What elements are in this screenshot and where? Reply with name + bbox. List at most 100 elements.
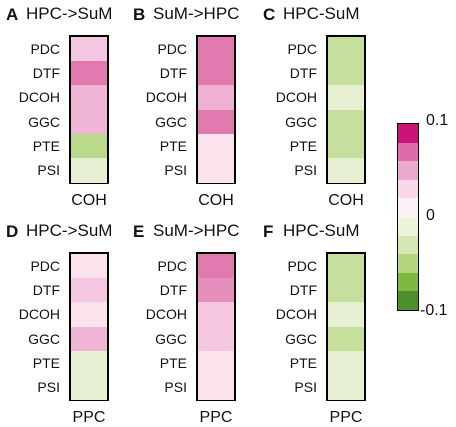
row-label: GGC — [28, 113, 60, 130]
heatmap-cell — [328, 326, 364, 352]
heatmap-cell — [198, 158, 234, 183]
heatmap-strip — [326, 35, 366, 184]
heatmap-cell — [71, 37, 107, 62]
panel-c: C HPC-SuM PDC DTF DCOH GGC PTE PSI COH — [263, 4, 393, 209]
row-label: PTE — [159, 354, 187, 371]
heatmap-cell — [71, 302, 107, 328]
row-label: DTF — [289, 65, 317, 82]
heatmap-cell — [71, 61, 107, 86]
panel-title: HPC->SuM — [26, 4, 113, 23]
row-label: DCOH — [18, 306, 60, 323]
panel-title: HPC->SuM — [26, 221, 113, 240]
heatmap-cell — [328, 158, 364, 183]
panel-f: F HPC-SuM PDC DTF DCOH GGC PTE PSI PPC — [263, 221, 393, 426]
colorbar-segment — [398, 161, 418, 181]
colorbar-segment — [398, 217, 418, 236]
heatmap-cell — [71, 326, 107, 352]
heatmap-cell — [328, 85, 364, 111]
panel-d: D HPC->SuM PDC DTF DCOH GGC PTE PSI PPC — [6, 221, 136, 426]
row-label: GGC — [28, 330, 60, 347]
panel-title: HPC-SuM — [283, 4, 360, 23]
row-label: PTE — [159, 137, 187, 154]
colorbar-segment — [398, 254, 418, 274]
row-label: PSI — [164, 379, 187, 395]
panel-letter: F — [263, 222, 274, 241]
panel-title: SuM->HPC — [153, 221, 240, 240]
row-label: PSI — [37, 379, 60, 395]
heatmap-cell — [71, 109, 107, 135]
row-label: DTF — [32, 65, 60, 82]
row-label: GGC — [285, 113, 317, 130]
heatmap-cell — [71, 85, 107, 111]
colorbar-tick-min: -0.1 — [420, 302, 448, 319]
row-label: DCOH — [275, 306, 317, 323]
panel-b: B SuM->HPC PDC DTF DCOH GGC PTE PSI COH — [133, 4, 263, 209]
heatmap-cell — [328, 133, 364, 159]
panel-letter: C — [263, 5, 276, 24]
colorbar-segment — [398, 291, 418, 311]
heatmap-cell — [198, 254, 234, 279]
heatmap-cell — [328, 37, 364, 62]
heatmap-cell — [328, 109, 364, 135]
panel-x-label: COH — [328, 192, 364, 209]
row-label: PSI — [294, 379, 317, 395]
heatmap-cell — [198, 85, 234, 111]
heatmap-strip — [196, 35, 236, 184]
panel-letter: D — [6, 222, 19, 241]
panel-x-label: COH — [71, 192, 107, 209]
row-label: DTF — [159, 65, 187, 82]
row-label: PDC — [157, 41, 187, 57]
heatmap-cell — [198, 133, 234, 159]
colorbar-segment — [398, 198, 418, 218]
row-label: PTE — [289, 354, 317, 371]
panel-letter: B — [133, 5, 146, 24]
panel-x-label: PPC — [199, 409, 233, 426]
heatmap-cell — [328, 61, 364, 86]
heatmap-cell — [198, 109, 234, 135]
colorbar-segment — [398, 142, 418, 162]
row-label: DCOH — [145, 306, 187, 323]
heatmap-strip — [196, 252, 236, 401]
row-label: PSI — [164, 162, 187, 178]
row-label: PDC — [30, 41, 60, 57]
heatmap-cell — [328, 302, 364, 328]
colorbar-tick-max: 0.1 — [426, 112, 449, 129]
panel-letter: A — [6, 5, 19, 24]
heatmap-strip — [69, 252, 109, 401]
row-label: GGC — [285, 330, 317, 347]
colorbar-segment — [398, 124, 418, 143]
panel-letter: E — [133, 222, 145, 241]
row-label: DTF — [32, 282, 60, 299]
panel-a: A HPC->SuM PDC DTF DCOH GGC PTE PSI COH — [6, 4, 136, 209]
colorbar-segment — [398, 235, 418, 255]
colorbar — [397, 123, 419, 311]
panel-title: HPC-SuM — [283, 221, 360, 240]
row-label: PTE — [32, 354, 60, 371]
heatmap-cell — [198, 302, 234, 328]
heatmap-cell — [328, 375, 364, 400]
heatmap-cell — [71, 350, 107, 376]
panel-title: SuM->HPC — [153, 4, 240, 23]
row-label: PDC — [287, 258, 317, 274]
heatmap-cell — [198, 278, 234, 303]
row-label: GGC — [155, 113, 187, 130]
row-label: DTF — [159, 282, 187, 299]
row-label: DCOH — [145, 89, 187, 106]
heatmap-cell — [198, 326, 234, 352]
row-label: PTE — [32, 137, 60, 154]
panel-e: E SuM->HPC PDC DTF DCOH GGC PTE PSI PPC — [133, 221, 263, 426]
row-label: PSI — [294, 162, 317, 178]
row-label: GGC — [155, 330, 187, 347]
heatmap-cell — [71, 158, 107, 183]
colorbar-segment — [398, 272, 418, 292]
heatmap-cell — [198, 61, 234, 86]
heatmap-cell — [328, 254, 364, 279]
row-label: DTF — [289, 282, 317, 299]
heatmap-cell — [71, 375, 107, 400]
heatmap-cell — [198, 37, 234, 62]
row-label: PDC — [30, 258, 60, 274]
heatmap-cell — [328, 350, 364, 376]
heatmap-cell — [71, 133, 107, 159]
row-label: PTE — [289, 137, 317, 154]
heatmap-strip — [326, 252, 366, 401]
